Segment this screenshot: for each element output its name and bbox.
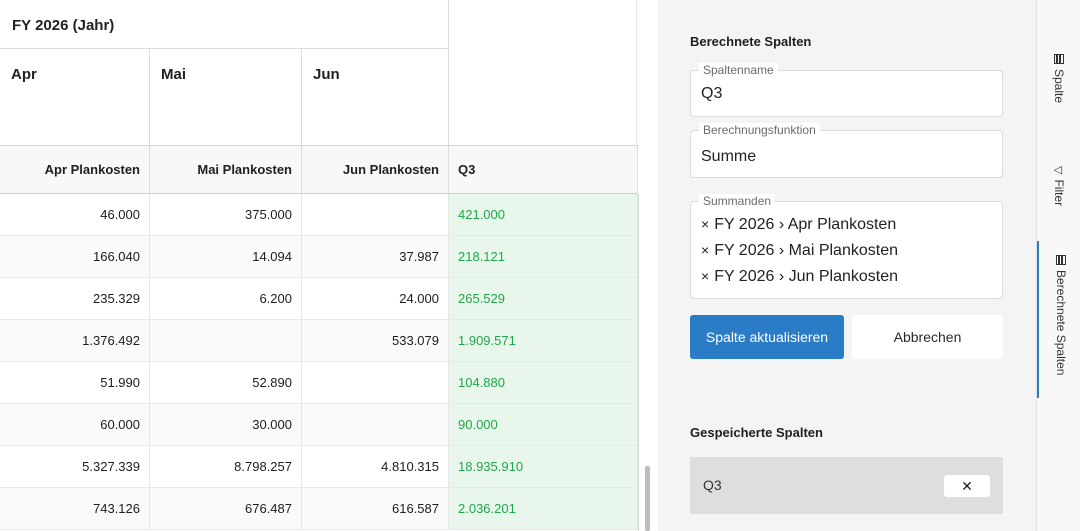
table-cell[interactable]: 46.000 xyxy=(0,194,150,235)
table-cell[interactable]: 166.040 xyxy=(0,236,150,277)
column-header-apr-plankosten[interactable]: Apr Plankosten xyxy=(0,146,150,193)
summand-chip[interactable]: × FY 2026 › Jun Plankosten xyxy=(701,268,898,286)
table-cell[interactable]: 52.890 xyxy=(150,362,302,403)
q3-cell[interactable]: 104.880 xyxy=(449,362,638,403)
filter-icon: ▽ xyxy=(1052,166,1065,175)
delete-saved-column-button[interactable]: ✕ xyxy=(944,475,990,497)
table-row[interactable]: 743.126 676.487 616.587 2.036.201 xyxy=(0,488,638,530)
side-tab-bar: Spalte ▽ Filter Berechnete Spalten xyxy=(1036,0,1080,531)
table-cell[interactable]: 8.798.257 xyxy=(150,446,302,487)
group-header-fy2026[interactable]: FY 2026 (Jahr) xyxy=(0,0,449,49)
close-icon: ✕ xyxy=(961,478,973,494)
column-name-value[interactable]: Q3 xyxy=(701,85,723,102)
table-cell[interactable] xyxy=(302,194,449,235)
cancel-button[interactable]: Abbrechen xyxy=(852,315,1003,359)
table-cell[interactable]: 24.000 xyxy=(302,278,449,319)
saved-column-label: Q3 xyxy=(703,477,722,493)
table-cell[interactable]: 375.000 xyxy=(150,194,302,235)
table-cell[interactable]: 6.200 xyxy=(150,278,302,319)
month-header-jun[interactable]: Jun xyxy=(302,49,449,145)
table-cell[interactable]: 30.000 xyxy=(150,404,302,445)
table-cell[interactable]: 235.329 xyxy=(0,278,150,319)
tab-spalte-label: Spalte xyxy=(1052,69,1066,104)
summands-label: Summanden xyxy=(699,194,776,208)
table-cell[interactable]: 676.487 xyxy=(150,488,302,529)
saved-column-item[interactable]: Q3 ✕ xyxy=(690,457,1003,514)
saved-columns-title: Gespeicherte Spalten xyxy=(690,425,823,440)
panel-title: Berechnete Spalten xyxy=(690,34,812,49)
table-cell[interactable]: 14.094 xyxy=(150,236,302,277)
group-header-spacer xyxy=(449,0,637,145)
calculation-function-select[interactable]: Berechnungsfunktion Summe xyxy=(690,123,1003,178)
table-cell[interactable]: 743.126 xyxy=(0,488,150,529)
column-header-row: Apr Plankosten Mai Plankosten Jun Planko… xyxy=(0,145,638,194)
summand-chip[interactable]: × FY 2026 › Mai Plankosten xyxy=(701,242,898,260)
month-header-apr[interactable]: Apr xyxy=(0,49,150,145)
tab-berechnete-spalten[interactable]: Berechnete Spalten xyxy=(1037,241,1080,398)
remove-summand-icon[interactable]: × xyxy=(701,268,710,284)
summands-field[interactable]: Summanden × FY 2026 › Apr Plankosten × FY … xyxy=(690,194,1003,299)
summand-label: FY 2026 › Mai Plankosten xyxy=(714,242,898,259)
data-grid: FY 2026 (Jahr) Apr Mai Jun Apr Plankoste… xyxy=(0,0,650,531)
calculation-function-value[interactable]: Summe xyxy=(701,148,757,165)
vertical-scrollbar[interactable] xyxy=(645,466,650,531)
month-header-mai[interactable]: Mai xyxy=(150,49,302,145)
summand-label: FY 2026 › Jun Plankosten xyxy=(714,268,899,285)
table-row[interactable]: 235.329 6.200 24.000 265.529 xyxy=(0,278,638,320)
table-cell[interactable]: 533.079 xyxy=(302,320,449,361)
calculated-columns-panel: Berechnete Spalten Spaltenname Q3 Berech… xyxy=(658,0,1036,531)
q3-cell[interactable]: 218.121 xyxy=(449,236,638,277)
q3-cell[interactable]: 90.000 xyxy=(449,404,638,445)
table-row[interactable]: 1.376.492 533.079 1.909.571 xyxy=(0,320,638,362)
tab-spalte[interactable]: Spalte xyxy=(1037,48,1080,118)
q3-cell[interactable]: 2.036.201 xyxy=(449,488,638,529)
table-cell[interactable] xyxy=(302,404,449,445)
remove-summand-icon[interactable]: × xyxy=(701,216,710,232)
table-cell[interactable]: 60.000 xyxy=(0,404,150,445)
update-column-button[interactable]: Spalte aktualisieren xyxy=(690,315,844,359)
table-cell[interactable]: 51.990 xyxy=(0,362,150,403)
tab-filter[interactable]: ▽ Filter xyxy=(1037,160,1080,220)
column-name-field[interactable]: Spaltenname Q3 xyxy=(690,63,1003,117)
summand-chip[interactable]: × FY 2026 › Apr Plankosten xyxy=(701,216,896,234)
column-header-jun-plankosten[interactable]: Jun Plankosten xyxy=(302,146,449,193)
q3-cell[interactable]: 265.529 xyxy=(449,278,638,319)
column-header-q3[interactable]: Q3 xyxy=(449,146,638,193)
q3-cell[interactable]: 18.935.910 xyxy=(449,446,638,487)
table-cell[interactable]: 1.376.492 xyxy=(0,320,150,361)
table-row[interactable]: 60.000 30.000 90.000 xyxy=(0,404,638,446)
table-cell[interactable] xyxy=(150,320,302,361)
tab-berechnete-spalten-label: Berechnete Spalten xyxy=(1054,270,1068,376)
table-cell[interactable]: 5.327.339 xyxy=(0,446,150,487)
columns-icon xyxy=(1054,54,1064,64)
table-cell[interactable] xyxy=(302,362,449,403)
tab-filter-label: Filter xyxy=(1052,179,1066,207)
summand-label: FY 2026 › Apr Plankosten xyxy=(714,216,897,233)
grid-edge xyxy=(638,194,639,531)
table-row[interactable]: 51.990 52.890 104.880 xyxy=(0,362,638,404)
table-row[interactable]: 46.000 375.000 421.000 xyxy=(0,194,638,236)
q3-cell[interactable]: 421.000 xyxy=(449,194,638,235)
columns-icon xyxy=(1056,255,1066,265)
calculation-function-label: Berechnungsfunktion xyxy=(699,123,820,137)
table-cell[interactable]: 37.987 xyxy=(302,236,449,277)
table-cell[interactable]: 616.587 xyxy=(302,488,449,529)
table-cell[interactable]: 4.810.315 xyxy=(302,446,449,487)
q3-cell[interactable]: 1.909.571 xyxy=(449,320,638,361)
remove-summand-icon[interactable]: × xyxy=(701,242,710,258)
table-row[interactable]: 5.327.339 8.798.257 4.810.315 18.935.910 xyxy=(0,446,638,488)
column-header-mai-plankosten[interactable]: Mai Plankosten xyxy=(150,146,302,193)
table-row[interactable]: 166.040 14.094 37.987 218.121 xyxy=(0,236,638,278)
column-name-label: Spaltenname xyxy=(699,63,778,77)
